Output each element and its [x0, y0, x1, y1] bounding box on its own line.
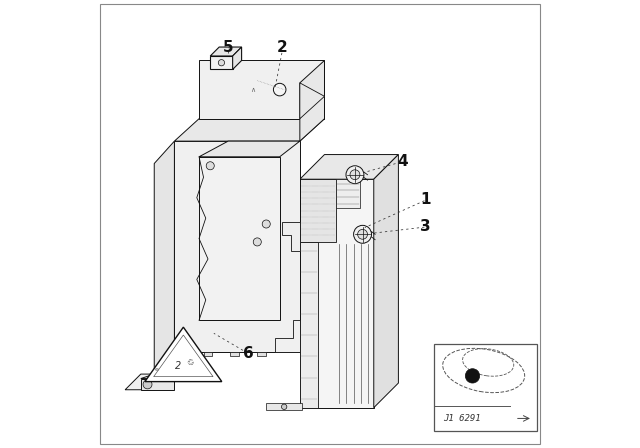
Text: ♲: ♲: [187, 358, 195, 367]
Circle shape: [262, 220, 270, 228]
Circle shape: [465, 369, 479, 383]
Polygon shape: [199, 141, 300, 157]
Polygon shape: [145, 327, 222, 382]
Polygon shape: [374, 155, 398, 408]
Text: e: e: [154, 367, 159, 372]
Circle shape: [350, 170, 360, 180]
Polygon shape: [230, 352, 239, 356]
Polygon shape: [141, 352, 190, 379]
Text: 4: 4: [397, 154, 408, 169]
Polygon shape: [154, 335, 213, 377]
FancyBboxPatch shape: [100, 4, 540, 444]
Text: J1 6291: J1 6291: [443, 414, 481, 423]
Polygon shape: [204, 352, 212, 356]
Polygon shape: [300, 179, 374, 408]
Text: 2: 2: [175, 361, 181, 371]
FancyBboxPatch shape: [435, 344, 538, 431]
Polygon shape: [300, 155, 398, 179]
Polygon shape: [282, 222, 300, 251]
Polygon shape: [210, 47, 242, 56]
Circle shape: [218, 60, 225, 66]
Polygon shape: [336, 179, 360, 208]
Circle shape: [143, 380, 152, 389]
Text: 3: 3: [420, 219, 431, 234]
Polygon shape: [300, 179, 336, 242]
Text: 6: 6: [243, 346, 253, 362]
Polygon shape: [174, 119, 324, 141]
Text: 1: 1: [420, 192, 431, 207]
Polygon shape: [141, 379, 174, 390]
Circle shape: [358, 229, 367, 239]
Polygon shape: [275, 320, 300, 352]
Polygon shape: [210, 56, 233, 69]
Circle shape: [253, 238, 261, 246]
Polygon shape: [257, 352, 266, 356]
Polygon shape: [125, 374, 174, 390]
Circle shape: [273, 83, 286, 96]
Polygon shape: [199, 60, 324, 119]
Polygon shape: [199, 157, 280, 320]
Text: ∧: ∧: [250, 86, 255, 93]
Circle shape: [354, 225, 371, 243]
Circle shape: [206, 162, 214, 170]
Text: 5: 5: [223, 39, 234, 55]
Circle shape: [346, 166, 364, 184]
Polygon shape: [266, 403, 302, 410]
Polygon shape: [300, 242, 317, 408]
Polygon shape: [154, 141, 174, 374]
Text: 2: 2: [276, 39, 287, 55]
Polygon shape: [300, 83, 324, 119]
Polygon shape: [300, 60, 324, 141]
Polygon shape: [174, 141, 300, 352]
Circle shape: [282, 404, 287, 409]
Polygon shape: [233, 47, 242, 69]
